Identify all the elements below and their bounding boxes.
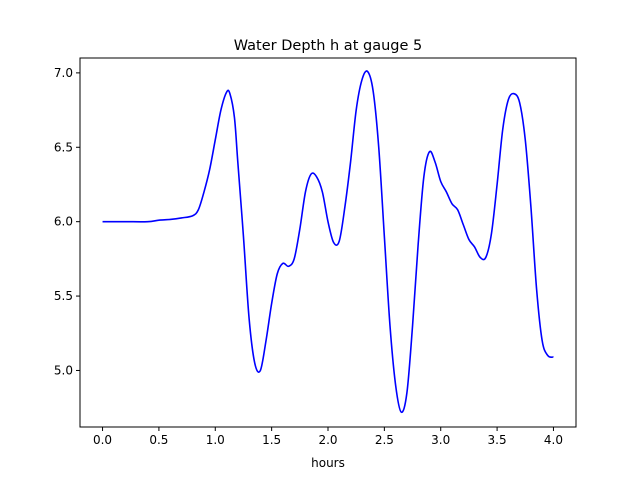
y-tick-label: 7.0 xyxy=(54,66,73,80)
x-tick-label: 4.0 xyxy=(544,433,563,447)
x-tick-label: 2.5 xyxy=(375,433,394,447)
x-tick-label: 3.0 xyxy=(431,433,450,447)
chart-title: Water Depth h at gauge 5 xyxy=(234,38,422,54)
series-line xyxy=(102,70,554,414)
x-tick-label: 0.5 xyxy=(149,433,168,447)
x-tick-label: 1.5 xyxy=(262,433,281,447)
y-tick-label: 6.0 xyxy=(54,215,73,229)
y-tick-label: 6.5 xyxy=(54,140,73,154)
x-tick-label: 0.0 xyxy=(93,433,112,447)
plot-area xyxy=(102,70,554,414)
x-tick-label: 2.0 xyxy=(318,433,337,447)
x-axis-label: hours xyxy=(311,456,345,470)
axis-ticks: 0.0 0.5 1.0 1.5 2.0 2.5 3.0 3.5 4.0 5.0 5.5 6.0 6.5 7… xyxy=(54,66,563,447)
y-tick-label: 5.0 xyxy=(54,363,73,377)
axes-frame xyxy=(79,57,577,428)
x-tick-label: 1.0 xyxy=(206,433,225,447)
y-tick-label: 5.5 xyxy=(54,289,73,303)
x-tick-label: 3.5 xyxy=(488,433,507,447)
